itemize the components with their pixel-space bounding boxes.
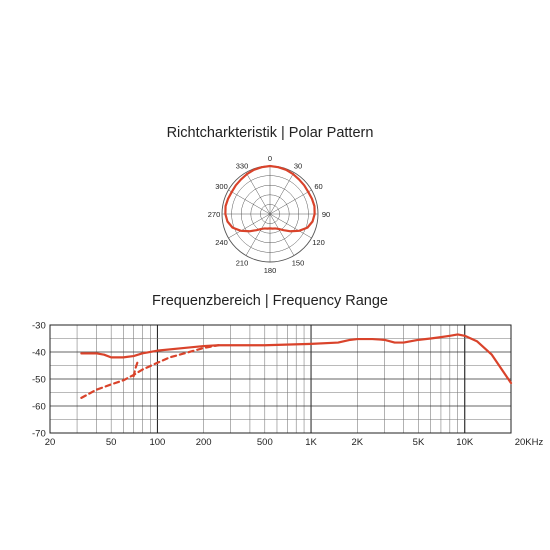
polar-spoke	[269, 172, 295, 215]
x-tick-label: 5K	[413, 437, 425, 448]
polar-spoke	[245, 213, 271, 256]
x-tick-label: 200	[196, 437, 212, 448]
y-tick-label: -50	[32, 375, 46, 386]
polar-spoke	[269, 189, 312, 215]
polar-spoke	[228, 189, 271, 215]
polar-angle-label: 0	[268, 154, 272, 163]
polar-spoke	[269, 213, 312, 239]
polar-angle-label: 120	[312, 238, 325, 247]
polar-angle-label: 270	[208, 210, 221, 219]
x-tick-label: 1K	[305, 437, 317, 448]
y-tick-label: -60	[32, 402, 46, 413]
polar-angle-label: 210	[236, 258, 249, 267]
y-tick-label: -70	[32, 429, 46, 440]
x-tick-label: 20KHz	[515, 437, 544, 448]
dashed-response-line	[132, 359, 141, 378]
polar-angle-label: 60	[314, 182, 322, 191]
x-tick-label: 2K	[352, 437, 364, 448]
polar-chart: 0 30 60 90 120 150 180 210 240 270 300 330	[208, 154, 330, 275]
polar-angle-label: 180	[264, 266, 277, 275]
polar-title: Richtcharkteristik | Polar Pattern	[167, 125, 374, 141]
x-tick-label: 50	[106, 437, 117, 448]
polar-spoke	[245, 172, 271, 215]
polar-angle-label: 330	[236, 162, 249, 171]
polar-angle-label: 240	[215, 238, 228, 247]
polar-angle-label: 30	[294, 162, 302, 171]
freq-title: Frequenzbereich | Frequency Range	[152, 293, 388, 309]
polar-spoke	[269, 213, 295, 256]
y-tick-label: -40	[32, 348, 46, 359]
response-line	[80, 333, 513, 385]
polar-angle-label: 150	[292, 258, 305, 267]
dashed-response-line	[80, 344, 220, 399]
x-tick-label: 10K	[456, 437, 474, 448]
y-tick-label: -30	[32, 321, 46, 332]
x-tick-label: 20	[45, 437, 56, 448]
polar-spoke	[228, 213, 271, 239]
plot-frame	[49, 324, 512, 434]
x-tick-label: 100	[149, 437, 165, 448]
polar-angle-label: 300	[215, 182, 228, 191]
polar-angle-label: 90	[322, 210, 330, 219]
x-tick-label: 500	[257, 437, 273, 448]
polar-pattern-line	[224, 164, 316, 233]
